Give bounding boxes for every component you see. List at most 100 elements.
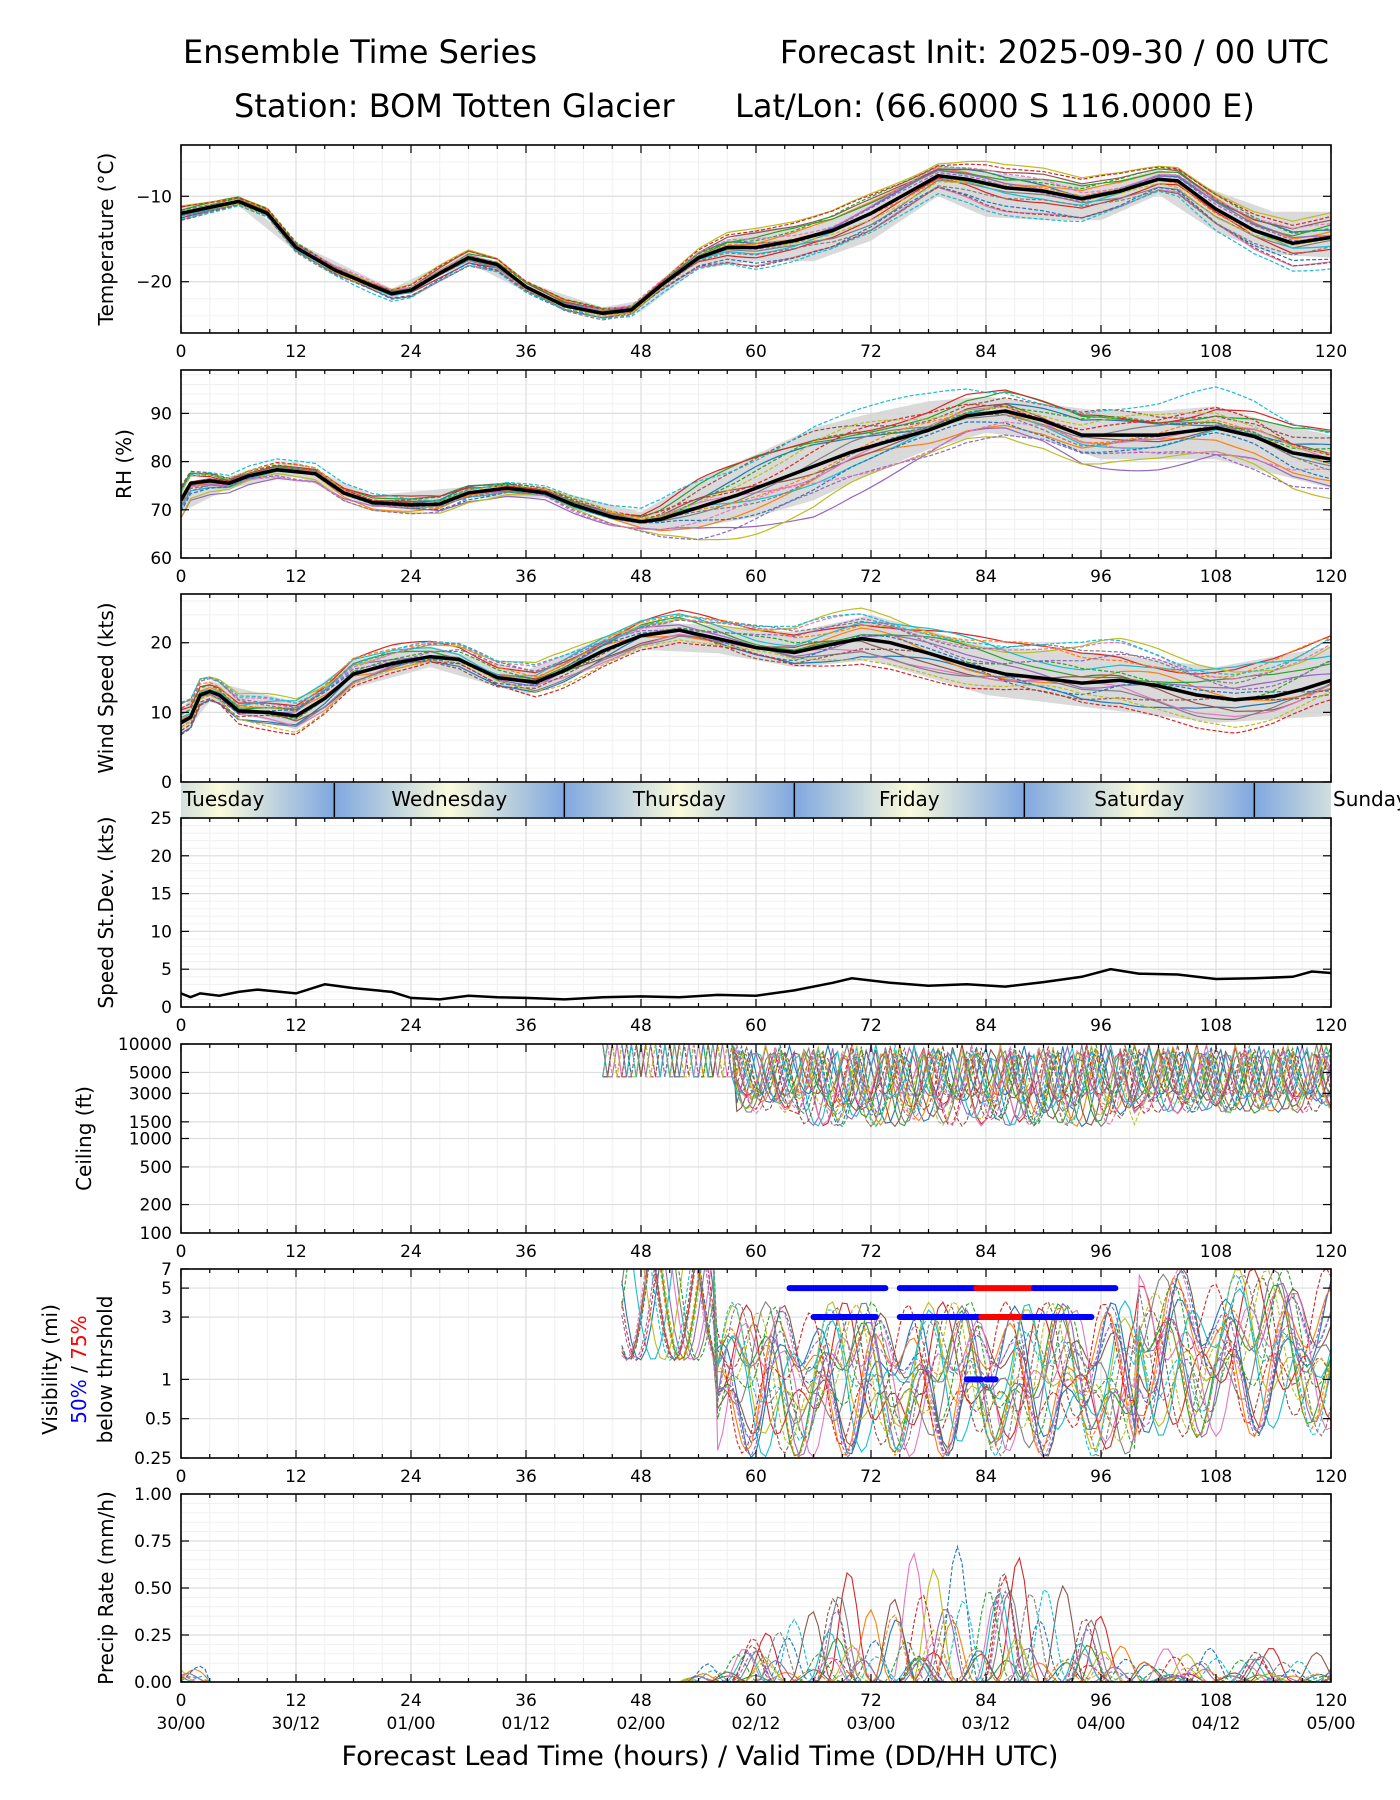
ensemble-member-line [602,1044,1331,1128]
x-tick-label: 84 [975,342,997,362]
ensemble-member-line [181,434,1331,540]
y-tick-label: 0.5 [145,1410,172,1430]
ensemble-member-line [602,1044,1331,1127]
x-tick-label: 108 [1200,567,1232,587]
x-tick-label: 96 [1090,342,1112,362]
y-tick-label: 3000 [129,1084,172,1104]
x-tick-label: 36 [515,1691,537,1711]
x-tick-label: 12 [285,342,307,362]
day-segment [794,783,1025,817]
ensemble-member-line [181,424,1331,532]
y-tick-label: 90 [150,404,172,424]
y-axis-label: Temperature (°C) [94,153,118,327]
y-tick-label: 500 [140,1158,172,1178]
day-segment [564,783,795,817]
y-tick-label: 20 [150,847,172,867]
x-axis: 0 12 24 36 48 60 72 84 96 108 120 30/00 30/12 01/00 01… [157,1494,1356,1734]
x-tick-label: 96 [1090,1691,1112,1711]
ensemble-member-line [602,1044,1331,1128]
ensemble-member-line [181,1588,1331,1682]
panel-temperature: −10 −20 0 12 24 36 48 60 72 84 96 108 120 Temperature… [94,144,1347,362]
valid-time-label: 01/00 [387,1714,436,1734]
y-axis-label-threshold: below thrshold [93,1296,117,1444]
ensemble-member-line [181,613,1331,704]
y-axis: −10 −20 [136,187,1331,293]
ensemble-member-line [181,614,1331,709]
valid-time-label: 02/00 [617,1714,666,1734]
y-tick-label: 7 [161,1260,172,1280]
x-tick-label: 72 [860,342,882,362]
x-tick-label: 0 [176,567,187,587]
day-label: Saturday [1094,787,1184,811]
ensemble-member-line [633,1269,1331,1458]
x-tick-label: 108 [1200,1467,1232,1487]
ensemble-member-line [181,1590,1331,1682]
y-tick-label: 0.25 [134,1626,172,1646]
ensemble-member-line [181,1588,1331,1682]
y-tick-label: 60 [150,549,172,569]
x-axis: 0 12 24 36 48 60 72 84 96 108 120 [176,1044,1347,1262]
ensemble-member-line [181,185,1331,321]
series-layer [181,967,1331,1001]
y-tick-label: 10 [150,703,172,723]
x-axis: 0 12 24 36 48 60 72 84 96 108 120 [176,370,1347,587]
valid-time-label: 03/12 [962,1714,1011,1734]
y-tick-label: 5 [161,1279,172,1299]
x-tick-label: 48 [630,342,652,362]
ensemble-member-line [181,1567,1331,1682]
ensemble-member-line [181,1619,1331,1682]
station-name: Station: BOM Totten Glacier [234,87,675,125]
x-tick-label: 24 [400,567,422,587]
ensemble-mean-line [181,409,1331,524]
ensemble-member-line [181,1591,1331,1682]
ensemble-member-line [602,1044,1331,1127]
y-tick-label: 1500 [129,1113,172,1133]
series-layer [181,607,1331,737]
x-tick-label: 36 [515,1016,537,1036]
y-tick-label: 0 [161,773,172,793]
chart-title: Ensemble Time Series [183,33,537,71]
ensemble-member-line [181,613,1331,704]
day-segment [1254,783,1331,817]
x-tick-label: 48 [630,1016,652,1036]
ensemble-member-line [653,1269,1331,1455]
day-segment [334,783,565,817]
ensemble-member-line [602,1044,1331,1128]
day-segment [181,783,335,817]
ensemble-member-line [181,403,1331,518]
x-tick-label: 120 [1315,1016,1347,1036]
x-tick-label: 36 [515,1242,537,1262]
y-tick-label: 80 [150,453,172,473]
panel-visibility: 0.25 0.5 1 3 57 0 12 24 36 48 60 72 84 96 108 120 Visibi… [38,1260,1347,1487]
ensemble-member-line [181,1572,1331,1682]
valid-time-label: 30/00 [157,1714,206,1734]
x-tick-label: 36 [515,1467,537,1487]
x-tick-label: 72 [860,1691,882,1711]
y-tick-label: 5000 [129,1063,172,1083]
series-layer [602,1044,1331,1128]
x-tick-label: 120 [1315,567,1347,587]
x-tick-label: 84 [975,1016,997,1036]
x-tick-label: 96 [1090,567,1112,587]
ensemble-member-line [181,1556,1331,1682]
x-tick-label: 84 [975,567,997,587]
y-axis: 0.00 0.25 0.50 0.75 1.00 [134,1485,1331,1693]
x-tick-label: 12 [285,1691,307,1711]
ensemble-member-line [602,1044,1331,1127]
x-tick-label: 12 [285,1016,307,1036]
ensemble-member-line [181,386,1331,509]
ensemble-member-line [181,1614,1331,1682]
ensemble-member-line [659,1269,1331,1458]
ensemble-member-line [602,1044,1331,1127]
ensemble-member-line [181,613,1331,718]
y-tick-label: 0 [161,998,172,1018]
y-tick-label: 3 [161,1308,172,1328]
x-tick-label: 0 [176,1691,187,1711]
y-axis-label: RH (%) [112,429,136,499]
y-tick-label: 15 [150,885,172,905]
y-tick-label: 0.00 [134,1673,172,1693]
ensemble-member-line [662,1269,1331,1446]
x-tick-label: 24 [400,1242,422,1262]
